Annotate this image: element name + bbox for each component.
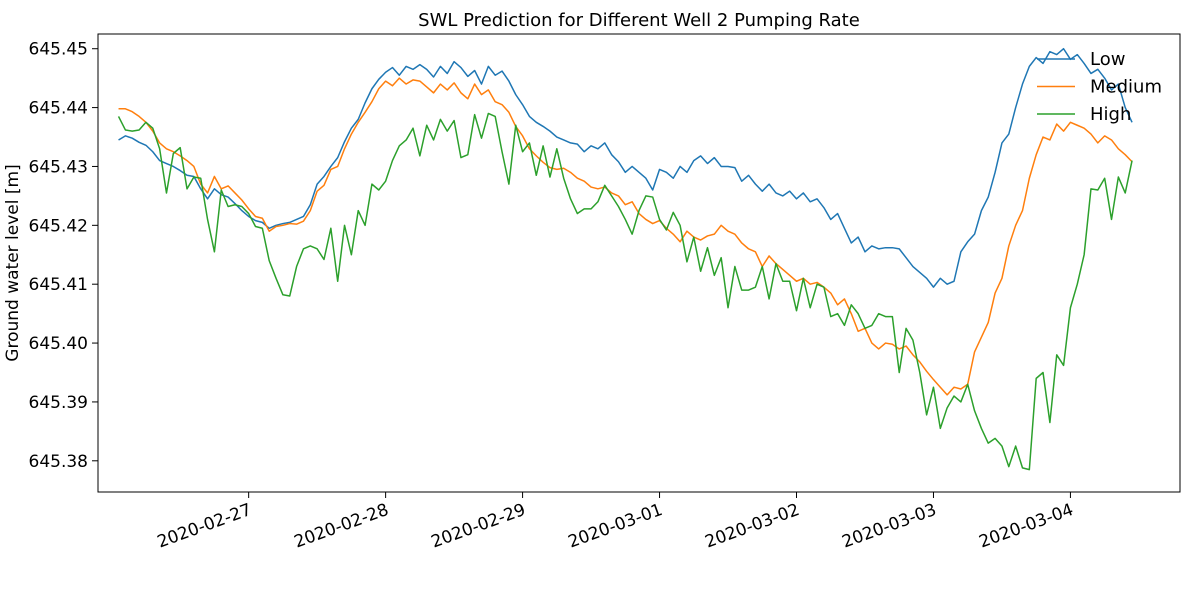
legend-label-high: High (1090, 104, 1131, 125)
x-tick-label: 2020-03-02 (703, 500, 803, 553)
y-axis-label: Ground water level [m] (3, 164, 23, 361)
chart-title: SWL Prediction for Different Well 2 Pump… (418, 10, 860, 31)
legend: Low Medium High (1037, 49, 1162, 125)
x-tick-label: 2020-03-03 (839, 500, 939, 553)
y-tick-label: 645.39 (29, 393, 88, 413)
y-axis: 645.38 645.39 645.40 645.41 645.42 645.43 645.… (29, 40, 98, 472)
y-tick-label: 645.41 (29, 275, 88, 295)
legend-label-medium: Medium (1090, 77, 1162, 98)
y-tick-label: 645.40 (29, 334, 88, 354)
series-line-low (118, 47, 1133, 288)
series-line-high (117, 112, 1133, 471)
plot-frame (97, 33, 1181, 493)
series-layer (117, 47, 1133, 471)
legend-label-low: Low (1090, 49, 1125, 70)
y-tick-label: 645.38 (29, 452, 88, 472)
x-tick-label: 2020-02-28 (292, 500, 392, 553)
x-tick-label: 2020-03-01 (566, 500, 666, 553)
y-tick-label: 645.44 (29, 99, 88, 119)
y-tick-label: 645.42 (29, 216, 88, 236)
series-line-medium (118, 77, 1133, 396)
x-axis: 2020-02-27 2020-02-28 2020-02-29 2020-03-01… (155, 492, 1076, 552)
x-tick-label: 2020-03-04 (976, 500, 1076, 553)
y-tick-label: 645.45 (29, 40, 88, 60)
y-tick-label: 645.43 (29, 157, 88, 177)
x-tick-label: 2020-02-27 (155, 500, 255, 553)
x-tick-label: 2020-02-29 (429, 500, 529, 553)
